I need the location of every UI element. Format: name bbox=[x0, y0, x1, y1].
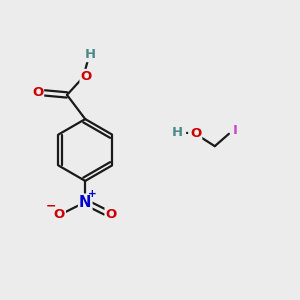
Text: H: H bbox=[84, 48, 95, 61]
Text: −: − bbox=[46, 200, 56, 213]
Text: O: O bbox=[80, 70, 92, 83]
Text: O: O bbox=[106, 208, 117, 221]
Text: N: N bbox=[79, 195, 92, 210]
Text: I: I bbox=[232, 124, 237, 137]
Text: O: O bbox=[32, 86, 43, 99]
Text: O: O bbox=[190, 127, 201, 140]
Text: H: H bbox=[172, 126, 183, 139]
Text: +: + bbox=[88, 189, 97, 199]
Text: ·: · bbox=[184, 125, 190, 144]
Text: O: O bbox=[54, 208, 65, 221]
